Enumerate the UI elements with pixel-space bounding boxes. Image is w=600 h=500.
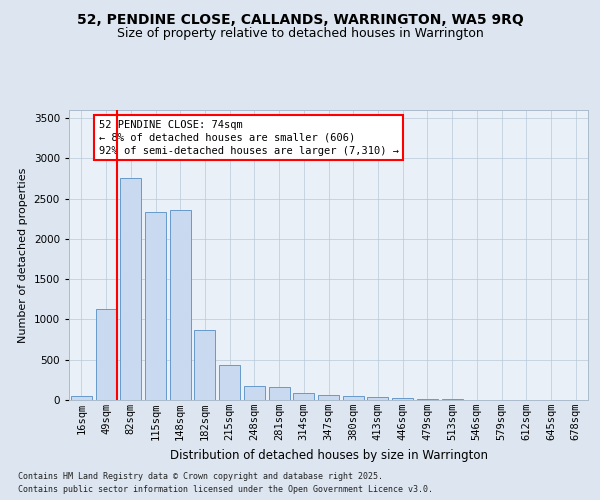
Bar [244,386,265,400]
Bar [71,396,92,400]
Bar [219,364,240,400]
Bar [145,212,166,400]
Bar [95,309,116,400]
Bar [442,399,463,400]
Text: Contains HM Land Registry data © Crown copyright and database right 2025.: Contains HM Land Registry data © Crown c… [18,472,383,481]
Bar [343,396,364,400]
Text: 52 PENDINE CLOSE: 74sqm
← 8% of detached houses are smaller (606)
92% of semi-de: 52 PENDINE CLOSE: 74sqm ← 8% of detached… [98,120,398,156]
Y-axis label: Number of detached properties: Number of detached properties [18,168,28,342]
Bar [392,398,413,400]
Text: 52, PENDINE CLOSE, CALLANDS, WARRINGTON, WA5 9RQ: 52, PENDINE CLOSE, CALLANDS, WARRINGTON,… [77,12,523,26]
Text: Size of property relative to detached houses in Warrington: Size of property relative to detached ho… [116,28,484,40]
Bar [417,399,438,400]
Text: Contains public sector information licensed under the Open Government Licence v3: Contains public sector information licen… [18,485,433,494]
Bar [367,397,388,400]
X-axis label: Distribution of detached houses by size in Warrington: Distribution of detached houses by size … [170,448,487,462]
Bar [194,330,215,400]
Bar [293,393,314,400]
Bar [318,395,339,400]
Bar [120,178,141,400]
Bar [269,387,290,400]
Bar [170,210,191,400]
